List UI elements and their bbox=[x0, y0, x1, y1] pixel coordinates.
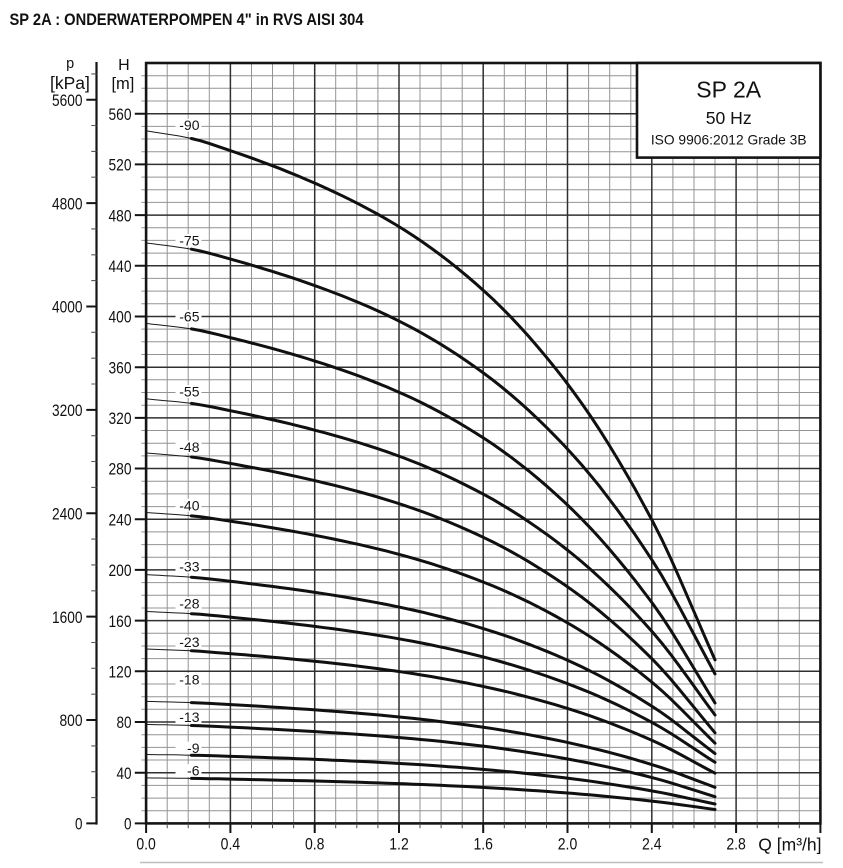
svg-text:2.8: 2.8 bbox=[726, 834, 746, 853]
svg-text:-23: -23 bbox=[179, 634, 199, 650]
svg-text:320: 320 bbox=[109, 409, 132, 428]
svg-text:280: 280 bbox=[109, 460, 132, 479]
svg-text:-90: -90 bbox=[179, 117, 199, 133]
svg-text:-48: -48 bbox=[179, 439, 199, 455]
svg-text:200: 200 bbox=[109, 561, 132, 580]
svg-text:50 Hz: 50 Hz bbox=[706, 108, 752, 128]
svg-text:80: 80 bbox=[117, 713, 132, 732]
svg-text:240: 240 bbox=[109, 510, 132, 529]
svg-text:-55: -55 bbox=[179, 384, 199, 400]
svg-text:[m]: [m] bbox=[111, 75, 134, 93]
svg-text:4000: 4000 bbox=[52, 298, 83, 317]
svg-text:40: 40 bbox=[117, 764, 132, 783]
svg-text:360: 360 bbox=[109, 358, 132, 377]
svg-text:0: 0 bbox=[75, 815, 83, 834]
svg-text:0.0: 0.0 bbox=[136, 834, 156, 853]
svg-text:0.4: 0.4 bbox=[221, 834, 241, 853]
svg-text:[kPa]: [kPa] bbox=[50, 73, 90, 93]
svg-text:Q [m³/h]: Q [m³/h] bbox=[758, 834, 821, 854]
svg-text:3200: 3200 bbox=[52, 401, 83, 420]
svg-text:1.2: 1.2 bbox=[389, 834, 409, 853]
svg-text:-65: -65 bbox=[179, 309, 199, 325]
svg-text:SP 2A : ONDERWATERPOMPEN 4" in: SP 2A : ONDERWATERPOMPEN 4" in RVS AISI … bbox=[10, 11, 364, 29]
svg-text:520: 520 bbox=[109, 156, 132, 175]
svg-text:4800: 4800 bbox=[52, 194, 83, 213]
svg-text:-33: -33 bbox=[179, 559, 199, 575]
svg-text:-28: -28 bbox=[179, 595, 199, 611]
svg-text:-75: -75 bbox=[179, 232, 199, 248]
svg-text:1600: 1600 bbox=[52, 608, 83, 627]
svg-text:0.8: 0.8 bbox=[305, 834, 325, 853]
svg-text:400: 400 bbox=[109, 308, 132, 327]
svg-text:SP 2A: SP 2A bbox=[696, 76, 761, 102]
svg-text:-9: -9 bbox=[187, 740, 200, 756]
svg-text:560: 560 bbox=[109, 105, 132, 124]
svg-text:-6: -6 bbox=[187, 763, 200, 779]
svg-text:ISO 9906:2012 Grade 3B: ISO 9906:2012 Grade 3B bbox=[651, 132, 807, 147]
svg-text:0: 0 bbox=[124, 815, 132, 834]
svg-text:-40: -40 bbox=[179, 497, 199, 513]
svg-text:2.4: 2.4 bbox=[642, 834, 662, 853]
svg-text:1.6: 1.6 bbox=[473, 834, 493, 853]
svg-text:H: H bbox=[118, 57, 130, 74]
svg-text:2400: 2400 bbox=[52, 504, 83, 523]
svg-text:2.0: 2.0 bbox=[558, 834, 578, 853]
svg-text:120: 120 bbox=[109, 663, 132, 682]
svg-text:160: 160 bbox=[109, 612, 132, 631]
svg-text:5600: 5600 bbox=[52, 91, 83, 110]
svg-text:-13: -13 bbox=[179, 709, 199, 725]
svg-text:800: 800 bbox=[60, 711, 83, 730]
svg-text:480: 480 bbox=[109, 206, 132, 225]
svg-text:-18: -18 bbox=[179, 671, 199, 687]
svg-text:440: 440 bbox=[109, 257, 132, 276]
svg-text:p: p bbox=[66, 56, 74, 72]
